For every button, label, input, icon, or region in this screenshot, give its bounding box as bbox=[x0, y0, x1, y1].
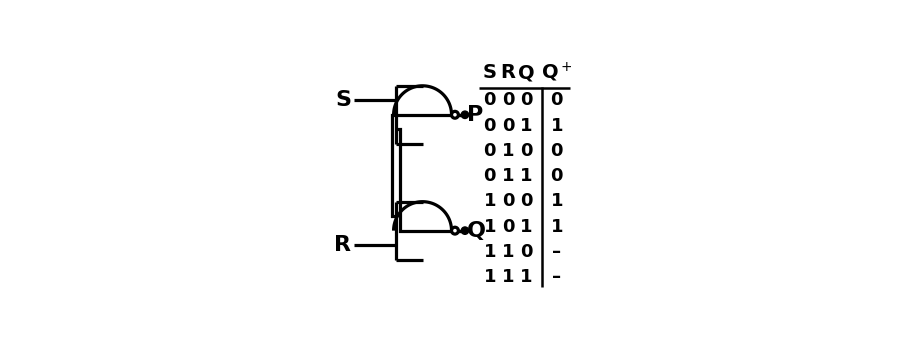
Text: R: R bbox=[335, 235, 351, 255]
Text: 1: 1 bbox=[483, 268, 496, 286]
Text: 0: 0 bbox=[483, 167, 496, 185]
Text: Q: Q bbox=[468, 221, 486, 241]
Text: 1: 1 bbox=[502, 167, 514, 185]
Text: 1: 1 bbox=[502, 268, 514, 286]
Text: Q$^+$: Q$^+$ bbox=[541, 61, 572, 84]
Text: 0: 0 bbox=[520, 243, 533, 261]
Circle shape bbox=[451, 227, 458, 234]
Text: 0: 0 bbox=[502, 91, 514, 109]
Text: 0: 0 bbox=[520, 193, 533, 210]
Text: 0: 0 bbox=[502, 117, 514, 134]
Text: 1: 1 bbox=[550, 218, 563, 236]
Text: 0: 0 bbox=[483, 91, 496, 109]
Text: 1: 1 bbox=[550, 193, 563, 210]
Text: 0: 0 bbox=[502, 193, 514, 210]
Text: 0: 0 bbox=[502, 218, 514, 236]
Text: 0: 0 bbox=[483, 117, 496, 134]
Text: 0: 0 bbox=[550, 91, 563, 109]
Text: 1: 1 bbox=[520, 218, 533, 236]
Text: P: P bbox=[468, 105, 483, 125]
Circle shape bbox=[451, 111, 458, 118]
Text: 1: 1 bbox=[483, 243, 496, 261]
Text: Q: Q bbox=[518, 63, 535, 82]
Text: 1: 1 bbox=[520, 167, 533, 185]
Text: 0: 0 bbox=[550, 167, 563, 185]
Circle shape bbox=[461, 227, 469, 234]
Text: 0: 0 bbox=[520, 91, 533, 109]
Text: S: S bbox=[336, 90, 351, 110]
Text: –: – bbox=[552, 243, 561, 261]
Text: 0: 0 bbox=[483, 142, 496, 160]
Text: 0: 0 bbox=[520, 142, 533, 160]
Text: 1: 1 bbox=[520, 117, 533, 134]
Text: –: – bbox=[552, 268, 561, 286]
Text: 1: 1 bbox=[520, 268, 533, 286]
Text: 1: 1 bbox=[483, 193, 496, 210]
Text: 1: 1 bbox=[550, 117, 563, 134]
Text: 1: 1 bbox=[502, 142, 514, 160]
Text: R: R bbox=[501, 63, 515, 82]
Text: S: S bbox=[482, 63, 497, 82]
Circle shape bbox=[461, 111, 469, 118]
Text: 1: 1 bbox=[502, 243, 514, 261]
Text: 1: 1 bbox=[483, 218, 496, 236]
Text: 0: 0 bbox=[550, 142, 563, 160]
